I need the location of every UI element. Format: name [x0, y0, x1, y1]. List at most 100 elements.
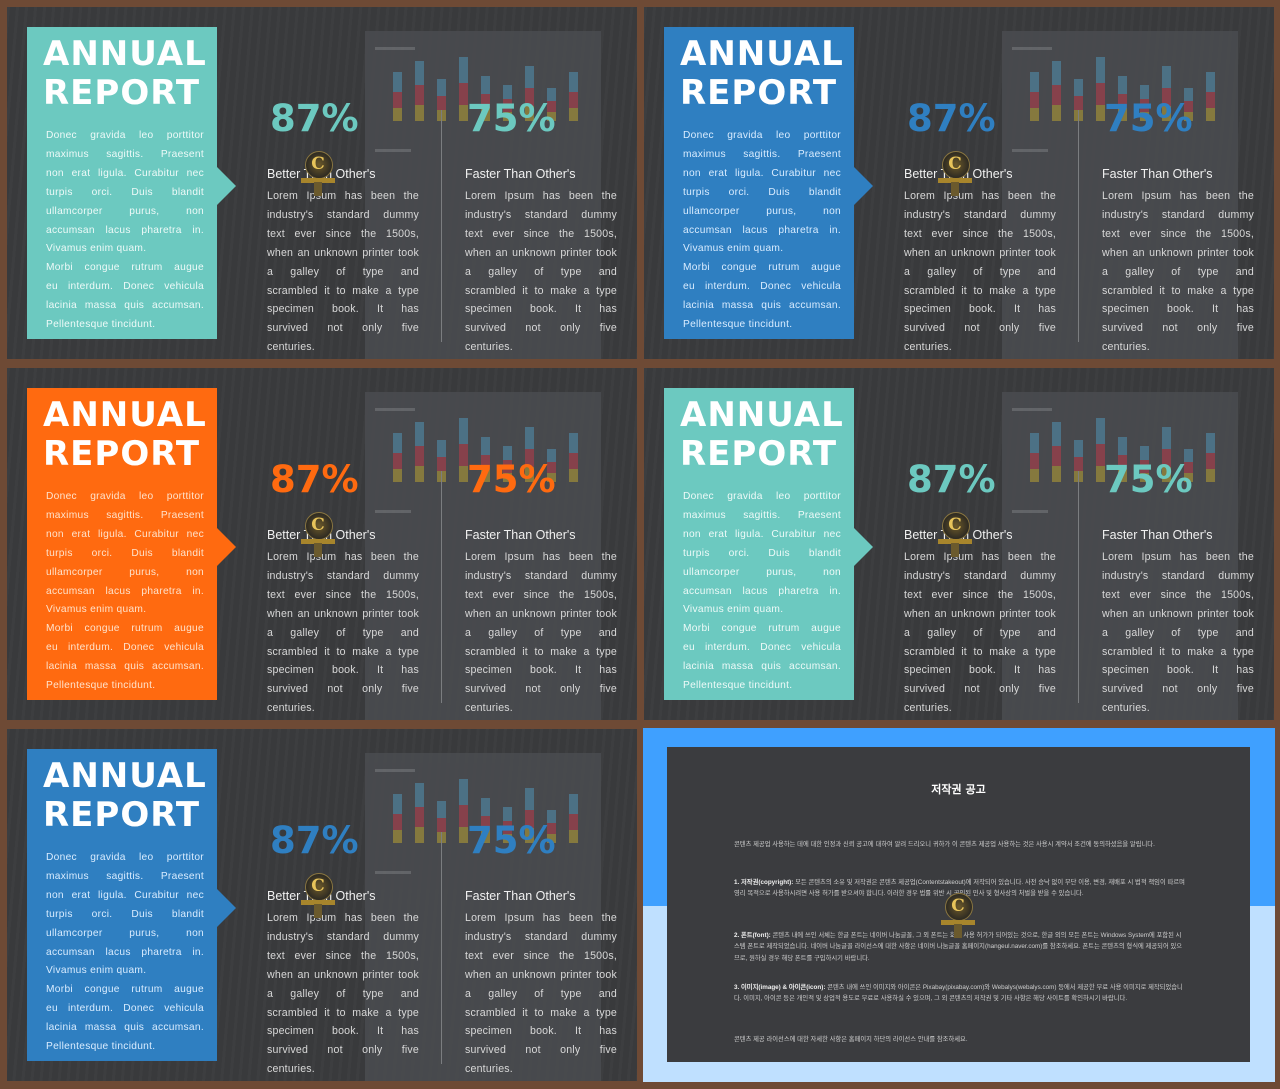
chart-bar-segment — [1096, 104, 1105, 121]
panel-text-line: maximus sagittis. Praesent — [46, 148, 204, 160]
chart-bar-segment — [481, 469, 490, 482]
stat-value-1: 87% — [270, 458, 359, 501]
panel-text-line: accumsan lacus pharetra in. — [46, 585, 204, 597]
slide-thumbnail-3[interactable]: ANNUAL REPORT Donec gravida leo porttito… — [7, 368, 637, 720]
stat-text-line: a galley of type and — [465, 626, 617, 639]
chart-bar-segment — [1052, 61, 1061, 85]
chart-bar — [1140, 84, 1149, 121]
chart-bar-segment — [1162, 106, 1171, 121]
chart-bar-segment — [569, 793, 578, 814]
chart-bar-segment — [393, 71, 402, 92]
document-title-line — [375, 47, 415, 50]
chart-bar-segment — [481, 815, 490, 831]
column-divider — [1078, 110, 1079, 342]
chart-bar-segment — [503, 833, 512, 843]
chart-bar-segment — [569, 108, 578, 121]
stat-text-line: a galley of type and — [267, 987, 419, 1000]
title-line-1: ANNUAL — [43, 395, 207, 435]
chart-bar-segment — [437, 456, 446, 472]
chart-bar-segment — [437, 79, 446, 96]
chart-bar-segment — [547, 810, 556, 824]
panel-text-line: Donec gravida leo porttitor — [46, 852, 204, 863]
panel-text-line: Vivamus enim quam. — [46, 243, 147, 255]
slide-thumbnail-1[interactable]: ANNUAL REPORT Donec gravida leo porttito… — [7, 7, 637, 359]
chart-bar-segment — [1162, 449, 1171, 468]
stat-text-line: when an unknown printer took — [267, 607, 419, 620]
document-title-line — [375, 769, 415, 772]
stat-body-1: Lorem Ipsum has been the industry's stand… — [267, 187, 419, 357]
notice-image-heading: 3. 이미지(image) & 아이콘(icon): — [734, 984, 826, 991]
chart-bar-segment — [481, 830, 490, 843]
chart-bar-segment — [415, 783, 424, 807]
panel-text-line: Morbi congue rutrum augue — [683, 623, 841, 635]
background-chart — [363, 753, 603, 843]
panel-text-line: Vivamus enim quam. — [46, 604, 147, 616]
watermark-logo-icon: C — [301, 873, 335, 919]
stat-text-line: industry's standard dummy — [267, 930, 419, 943]
panel-text-line: eu interdum. Donec vehicula — [46, 1003, 204, 1015]
title-line-1: ANNUAL — [43, 34, 207, 74]
stat-text-line: specimen book. It has — [904, 303, 1056, 316]
stat-text-line: survived not only five — [904, 322, 1056, 335]
stat-text-line: scrambled it to make a type — [267, 1006, 419, 1019]
stat-text-line: Lorem Ipsum has been the — [904, 551, 1056, 563]
stat-label-1: Better Than Other's — [267, 528, 376, 542]
chart-bar-segment — [1030, 108, 1039, 121]
chart-bar-segment — [1096, 465, 1105, 482]
chart-bar-segment — [1184, 111, 1193, 121]
chart-bar-segment — [569, 469, 578, 482]
chart-bar-segment — [459, 465, 468, 482]
panel-text-line: Pellentesque tincidunt. — [46, 1041, 156, 1053]
chart-bar-segment — [1030, 469, 1039, 482]
stat-text-line: text ever since the 1500s, — [267, 588, 419, 601]
chart-bar — [1118, 75, 1127, 121]
chart-bar-segment — [1118, 93, 1127, 109]
stat-text-line: when an unknown printer took — [267, 968, 419, 981]
chart-bar-segment — [1118, 108, 1127, 121]
document-subtitle-line — [375, 871, 411, 874]
chart-bar — [1162, 427, 1171, 482]
copyright-notice-slide[interactable]: 저작권 공고 콘텐츠 제공업 사용하는 데에 대한 인정과 신뢰 공고에 대하여… — [643, 728, 1275, 1082]
panel-text-line: Pellentesque tincidunt. — [46, 319, 156, 331]
panel-text-line: Morbi congue rutrum augue — [46, 984, 204, 996]
chart-bar-segment — [459, 443, 468, 466]
stat-text-line: a galley of type and — [1102, 626, 1254, 639]
watermark-logo-icon: C — [301, 512, 335, 558]
slide-thumbnail-4[interactable]: ANNUAL REPORT Donec gravida leo porttito… — [644, 368, 1274, 720]
stat-label-2: Faster Than Other's — [465, 889, 576, 903]
stat-text-line: a galley of type and — [904, 265, 1056, 278]
slide-title: ANNUAL REPORT — [43, 35, 213, 113]
column-divider — [441, 832, 442, 1064]
chart-bar-segment — [1140, 445, 1149, 461]
slide-thumbnail-5[interactable]: ANNUAL REPORT Donec gravida leo porttito… — [7, 729, 637, 1081]
chart-bar-segment — [1184, 462, 1193, 473]
slide-thumbnail-2[interactable]: ANNUAL REPORT Donec gravida leo porttito… — [644, 7, 1274, 359]
panel-body-text: Donec gravida leo porttitor maximus sagit… — [46, 849, 204, 1057]
title-panel: ANNUAL REPORT Donec gravida leo porttito… — [664, 27, 873, 339]
chart-bar-segment — [503, 445, 512, 461]
stat-text-line: industry's standard dummy — [1102, 569, 1254, 582]
column-divider — [441, 110, 442, 342]
chart-bar — [459, 57, 468, 121]
chart-bar-segment — [547, 111, 556, 121]
chart-bar-segment — [415, 61, 424, 85]
chart-bar-segment — [393, 91, 402, 109]
document-subtitle-line — [375, 149, 411, 152]
stat-text-line: survived not only five — [267, 683, 419, 696]
chart-bar-segment — [569, 91, 578, 109]
chart-bar-segment — [481, 93, 490, 109]
chart-bar-segment — [525, 449, 534, 468]
watermark-logo-icon: C — [941, 893, 975, 938]
chart-bar-segment — [1118, 75, 1127, 94]
stat-value-1: 87% — [270, 819, 359, 862]
stat-text-line: centuries. — [1102, 702, 1150, 715]
stat-label-1: Better Than Other's — [267, 889, 376, 903]
chart-bar-segment — [1096, 443, 1105, 466]
notice-image-paragraph: 3. 이미지(image) & 아이콘(icon): 콘텐츠 내에 쓰인 이미지… — [734, 982, 1186, 1005]
chart-bar-segment — [1206, 432, 1215, 453]
chart-bar-segment — [459, 804, 468, 827]
stat-body-2: Lorem Ipsum has been the industry's stand… — [465, 187, 617, 357]
watermark-logo-icon: C — [938, 512, 972, 558]
stat-text-line: text ever since the 1500s, — [465, 588, 617, 601]
stat-text-line: a galley of type and — [267, 626, 419, 639]
